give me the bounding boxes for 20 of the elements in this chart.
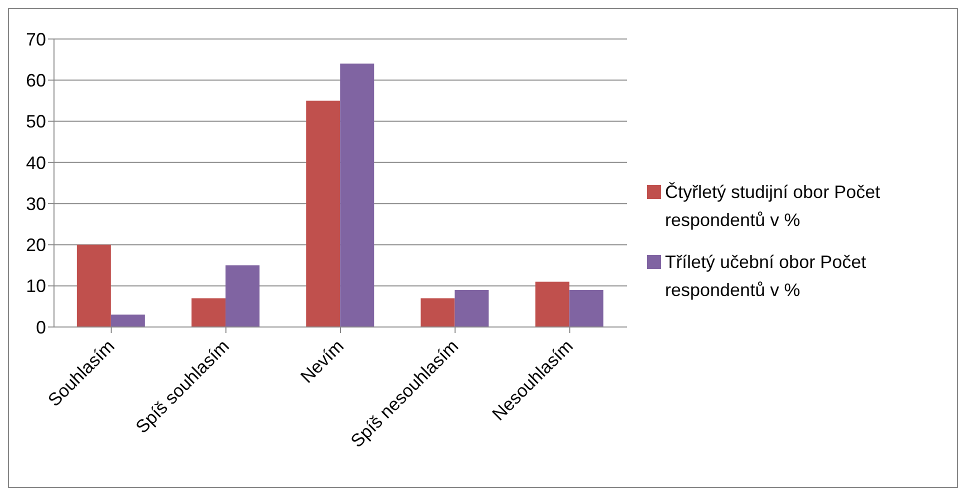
bar — [454, 290, 489, 327]
bar — [110, 314, 145, 327]
y-tick-label: 0 — [36, 317, 46, 338]
legend-label: Tříletý učební obor Počet respondentů v % — [665, 251, 868, 302]
y-tick-label: 20 — [26, 235, 46, 256]
bar — [192, 298, 226, 327]
y-tick-label: 10 — [26, 276, 46, 296]
y-tick-label: 30 — [26, 194, 46, 214]
legend-label: Čtyřletý studijní obor Počet respondentů v % — [665, 181, 882, 232]
bar — [569, 290, 604, 327]
y-tick-label: 60 — [26, 70, 46, 91]
bar — [76, 244, 111, 327]
y-tick-label: 70 — [26, 29, 46, 50]
bar — [340, 64, 374, 327]
bar — [226, 265, 260, 327]
bar — [535, 282, 570, 327]
bar — [420, 298, 455, 327]
y-tick-label: 50 — [26, 112, 46, 132]
y-tick-label: 40 — [26, 152, 46, 173]
bar — [306, 100, 340, 327]
